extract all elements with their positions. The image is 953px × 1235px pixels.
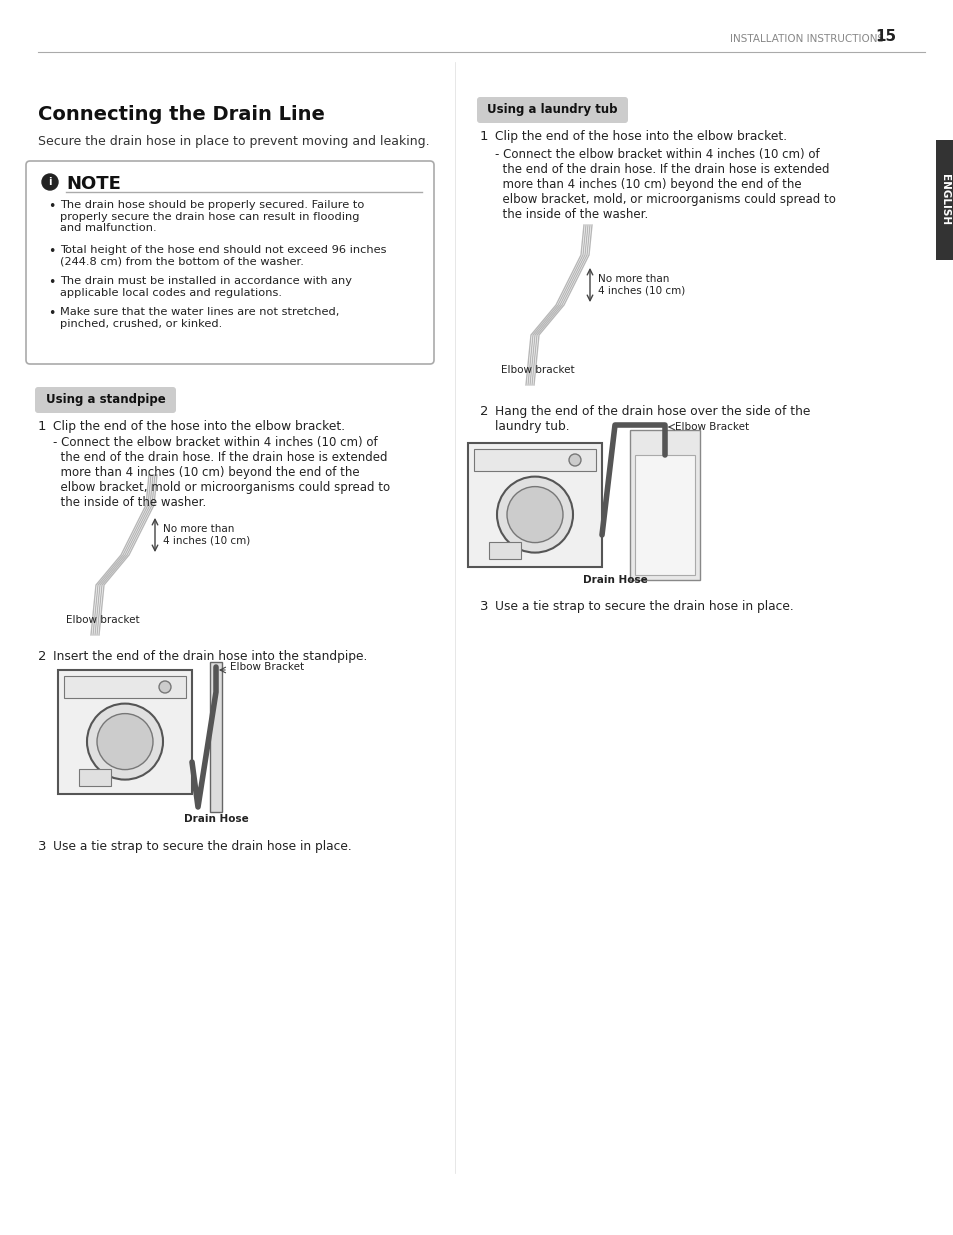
Text: 3: 3 [38,840,47,853]
Text: Insert the end of the drain hose into the standpipe.: Insert the end of the drain hose into th… [53,650,367,663]
FancyBboxPatch shape [489,542,520,559]
Text: •: • [48,308,55,320]
FancyBboxPatch shape [210,662,222,811]
Text: Secure the drain hose in place to prevent moving and leaking.: Secure the drain hose in place to preven… [38,135,429,148]
Text: Use a tie strap to secure the drain hose in place.: Use a tie strap to secure the drain hose… [495,600,793,613]
FancyBboxPatch shape [935,140,953,261]
Text: Drain Hose: Drain Hose [183,814,248,824]
FancyBboxPatch shape [476,98,627,124]
Text: Elbow bracket: Elbow bracket [500,366,575,375]
FancyBboxPatch shape [629,430,700,580]
Text: NOTE: NOTE [66,175,121,193]
Text: •: • [48,200,55,212]
Text: •: • [48,245,55,258]
FancyBboxPatch shape [468,443,601,567]
Circle shape [42,174,58,190]
Text: 1: 1 [479,130,488,143]
Circle shape [159,680,171,693]
Text: Clip the end of the hose into the elbow bracket.: Clip the end of the hose into the elbow … [495,130,786,143]
Circle shape [568,454,580,466]
Text: Drain Hose: Drain Hose [582,576,647,585]
Text: Elbow Bracket: Elbow Bracket [230,662,304,672]
Text: ENGLISH: ENGLISH [939,174,949,226]
FancyBboxPatch shape [635,454,695,576]
Text: - Connect the elbow bracket within 4 inches (10 cm) of
  the end of the drain ho: - Connect the elbow bracket within 4 inc… [495,148,835,221]
FancyBboxPatch shape [26,161,434,364]
Text: Connecting the Drain Line: Connecting the Drain Line [38,105,325,124]
Text: •: • [48,275,55,289]
Circle shape [506,487,562,542]
Circle shape [87,704,163,779]
Text: i: i [49,177,51,186]
Text: Elbow Bracket: Elbow Bracket [675,422,748,432]
Text: Clip the end of the hose into the elbow bracket.: Clip the end of the hose into the elbow … [53,420,345,433]
Text: The drain must be installed in accordance with any
applicable local codes and re: The drain must be installed in accordanc… [60,275,352,298]
FancyBboxPatch shape [35,387,175,412]
FancyBboxPatch shape [79,769,111,785]
Text: 1: 1 [38,420,47,433]
Text: Using a laundry tub: Using a laundry tub [486,104,617,116]
Text: Make sure that the water lines are not stretched,
pinched, crushed, or kinked.: Make sure that the water lines are not s… [60,308,339,329]
Text: Hang the end of the drain hose over the side of the
laundry tub.: Hang the end of the drain hose over the … [495,405,809,433]
Text: 15: 15 [874,28,895,44]
Text: No more than
4 inches (10 cm): No more than 4 inches (10 cm) [163,524,250,546]
Text: INSTALLATION INSTRUCTIONS: INSTALLATION INSTRUCTIONS [729,35,883,44]
FancyBboxPatch shape [58,671,192,794]
Circle shape [97,714,152,769]
Text: Using a standpipe: Using a standpipe [46,394,166,406]
Text: 2: 2 [38,650,47,663]
Text: Total height of the hose end should not exceed 96 inches
(244.8 cm) from the bot: Total height of the hose end should not … [60,245,386,267]
Circle shape [497,477,573,552]
Text: Elbow bracket: Elbow bracket [66,615,140,625]
FancyBboxPatch shape [474,450,596,471]
Text: 3: 3 [479,600,488,613]
Text: - Connect the elbow bracket within 4 inches (10 cm) of
  the end of the drain ho: - Connect the elbow bracket within 4 inc… [53,436,390,509]
Text: The drain hose should be properly secured. Failure to
properly secure the drain : The drain hose should be properly secure… [60,200,364,233]
Text: No more than
4 inches (10 cm): No more than 4 inches (10 cm) [598,274,684,296]
Text: 2: 2 [479,405,488,417]
FancyBboxPatch shape [64,676,186,698]
Text: Use a tie strap to secure the drain hose in place.: Use a tie strap to secure the drain hose… [53,840,352,853]
